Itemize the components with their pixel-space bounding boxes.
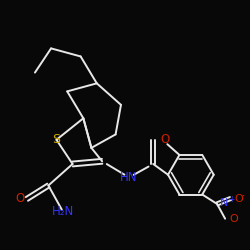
Text: H₂N: H₂N (52, 204, 74, 218)
Text: -: - (242, 191, 244, 200)
Text: O: O (234, 194, 243, 203)
Text: HN: HN (120, 171, 138, 184)
Text: +: + (228, 194, 235, 203)
Text: N: N (220, 198, 228, 207)
Text: O: O (160, 133, 169, 146)
Text: S: S (52, 133, 60, 146)
Text: O: O (15, 192, 24, 205)
Text: O: O (229, 214, 238, 224)
